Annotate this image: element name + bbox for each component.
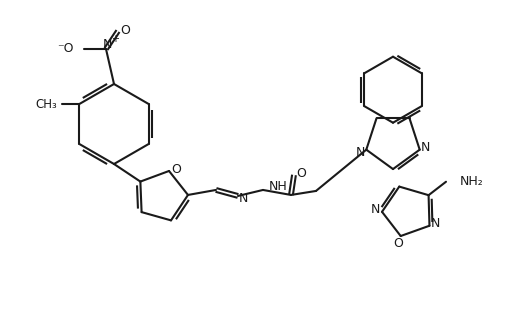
Text: N: N: [431, 217, 440, 230]
Text: NH₂: NH₂: [460, 175, 484, 188]
Text: N: N: [102, 39, 112, 51]
Text: O: O: [394, 236, 404, 249]
Text: N: N: [356, 146, 365, 159]
Text: O: O: [296, 167, 306, 181]
Text: N: N: [421, 141, 431, 154]
Text: N: N: [238, 192, 247, 205]
Text: NH: NH: [269, 181, 288, 193]
Text: N: N: [370, 203, 380, 216]
Text: CH₃: CH₃: [36, 98, 57, 110]
Text: O: O: [120, 24, 130, 36]
Text: ⁻O: ⁻O: [57, 41, 74, 55]
Text: +: +: [111, 34, 119, 44]
Text: O: O: [171, 163, 181, 176]
